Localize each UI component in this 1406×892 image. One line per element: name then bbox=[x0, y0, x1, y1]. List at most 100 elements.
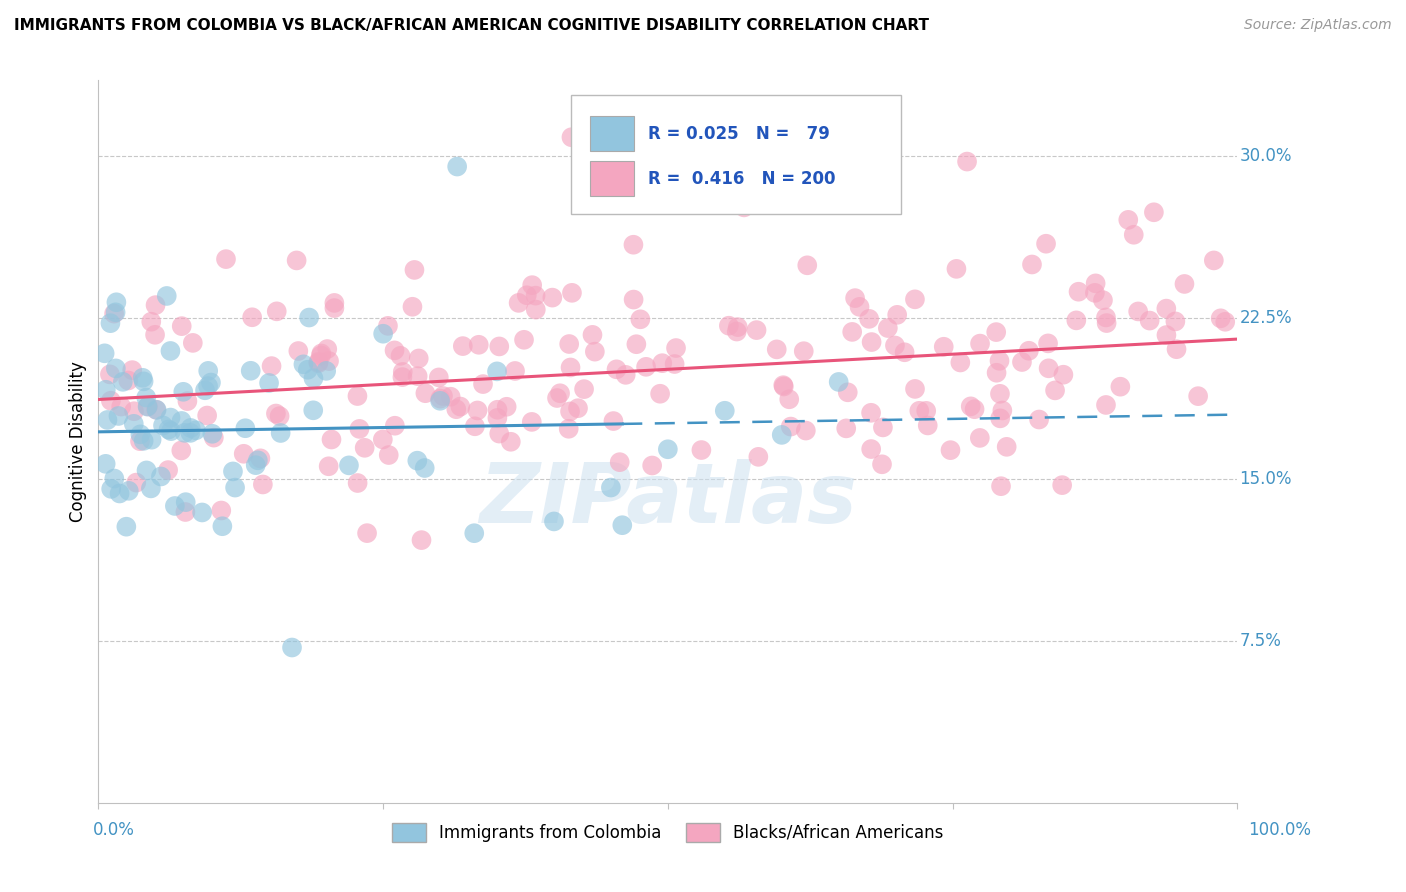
Point bbox=[1043, 384, 1066, 398]
Point bbox=[176, 394, 198, 409]
Point bbox=[486, 410, 509, 425]
Point bbox=[107, 409, 129, 423]
Point bbox=[222, 464, 245, 478]
Point bbox=[772, 378, 794, 392]
Point bbox=[353, 441, 375, 455]
Point bbox=[1038, 361, 1060, 376]
Point bbox=[472, 377, 495, 392]
Point bbox=[377, 318, 399, 333]
Point bbox=[316, 342, 339, 356]
Text: R = 0.025   N =   79: R = 0.025 N = 79 bbox=[648, 125, 831, 143]
Point bbox=[1164, 314, 1187, 328]
Point bbox=[411, 533, 433, 548]
Point bbox=[302, 403, 325, 417]
Point bbox=[779, 419, 801, 434]
Point bbox=[467, 403, 489, 417]
Point bbox=[245, 458, 267, 472]
Point bbox=[252, 477, 274, 491]
Point bbox=[239, 364, 262, 378]
Point bbox=[844, 291, 866, 305]
Point bbox=[389, 349, 412, 363]
Point bbox=[292, 357, 315, 371]
Point bbox=[285, 253, 308, 268]
Point bbox=[129, 427, 152, 442]
Point bbox=[1095, 310, 1118, 325]
Point bbox=[132, 434, 155, 448]
Point bbox=[315, 364, 337, 378]
Point bbox=[995, 440, 1018, 454]
Point bbox=[499, 434, 522, 449]
Point bbox=[1156, 301, 1178, 316]
Point bbox=[858, 311, 880, 326]
Point bbox=[160, 424, 183, 438]
Point bbox=[581, 327, 603, 342]
Point bbox=[626, 337, 648, 351]
Point bbox=[1021, 258, 1043, 272]
Point bbox=[451, 339, 474, 353]
Point bbox=[110, 400, 132, 414]
Point bbox=[963, 402, 986, 417]
Point bbox=[495, 400, 517, 414]
Point bbox=[145, 402, 167, 417]
Point bbox=[915, 404, 938, 418]
Point bbox=[406, 453, 429, 467]
Point bbox=[860, 334, 883, 349]
Point bbox=[614, 368, 637, 382]
Point bbox=[321, 433, 343, 447]
Point bbox=[1028, 412, 1050, 426]
Point bbox=[115, 519, 138, 533]
Text: 7.5%: 7.5% bbox=[1240, 632, 1281, 650]
Point bbox=[733, 200, 755, 214]
Point bbox=[1187, 389, 1209, 403]
Text: Source: ZipAtlas.com: Source: ZipAtlas.com bbox=[1244, 18, 1392, 32]
Point bbox=[1095, 316, 1118, 330]
Point bbox=[197, 379, 219, 393]
Point bbox=[391, 370, 413, 384]
Text: 0.0%: 0.0% bbox=[93, 821, 135, 838]
Point bbox=[135, 463, 157, 477]
Point bbox=[240, 310, 263, 325]
Point bbox=[260, 359, 283, 373]
Point bbox=[870, 458, 893, 472]
Point bbox=[264, 407, 287, 421]
Point bbox=[179, 425, 201, 440]
Point bbox=[311, 346, 333, 360]
Point bbox=[516, 288, 538, 302]
Point bbox=[159, 343, 181, 358]
Point bbox=[778, 392, 800, 407]
Point bbox=[1084, 285, 1107, 300]
Point bbox=[990, 479, 1012, 493]
Text: 15.0%: 15.0% bbox=[1240, 470, 1292, 488]
Point bbox=[717, 318, 740, 333]
Point bbox=[988, 354, 1011, 368]
Point bbox=[318, 459, 340, 474]
Point bbox=[195, 409, 218, 423]
Point bbox=[567, 401, 589, 416]
Point bbox=[93, 346, 115, 360]
Point bbox=[307, 355, 329, 369]
Point bbox=[384, 418, 406, 433]
Point bbox=[1122, 227, 1144, 242]
Point bbox=[233, 421, 256, 435]
Point bbox=[309, 349, 332, 363]
Point bbox=[636, 359, 658, 374]
Point bbox=[209, 503, 232, 517]
Point bbox=[546, 391, 568, 405]
Point bbox=[609, 455, 631, 469]
Point bbox=[440, 390, 463, 404]
Point bbox=[488, 339, 510, 353]
Point bbox=[714, 403, 737, 417]
Point bbox=[560, 130, 582, 145]
Point bbox=[513, 333, 536, 347]
Point bbox=[508, 296, 530, 310]
Point bbox=[1067, 285, 1090, 299]
Point bbox=[835, 421, 858, 435]
Point bbox=[520, 415, 543, 429]
Point bbox=[986, 325, 1008, 339]
Point bbox=[486, 402, 509, 417]
Point bbox=[174, 505, 197, 519]
Point bbox=[215, 252, 238, 266]
Point bbox=[623, 293, 645, 307]
Point bbox=[135, 391, 157, 405]
Point bbox=[232, 447, 254, 461]
